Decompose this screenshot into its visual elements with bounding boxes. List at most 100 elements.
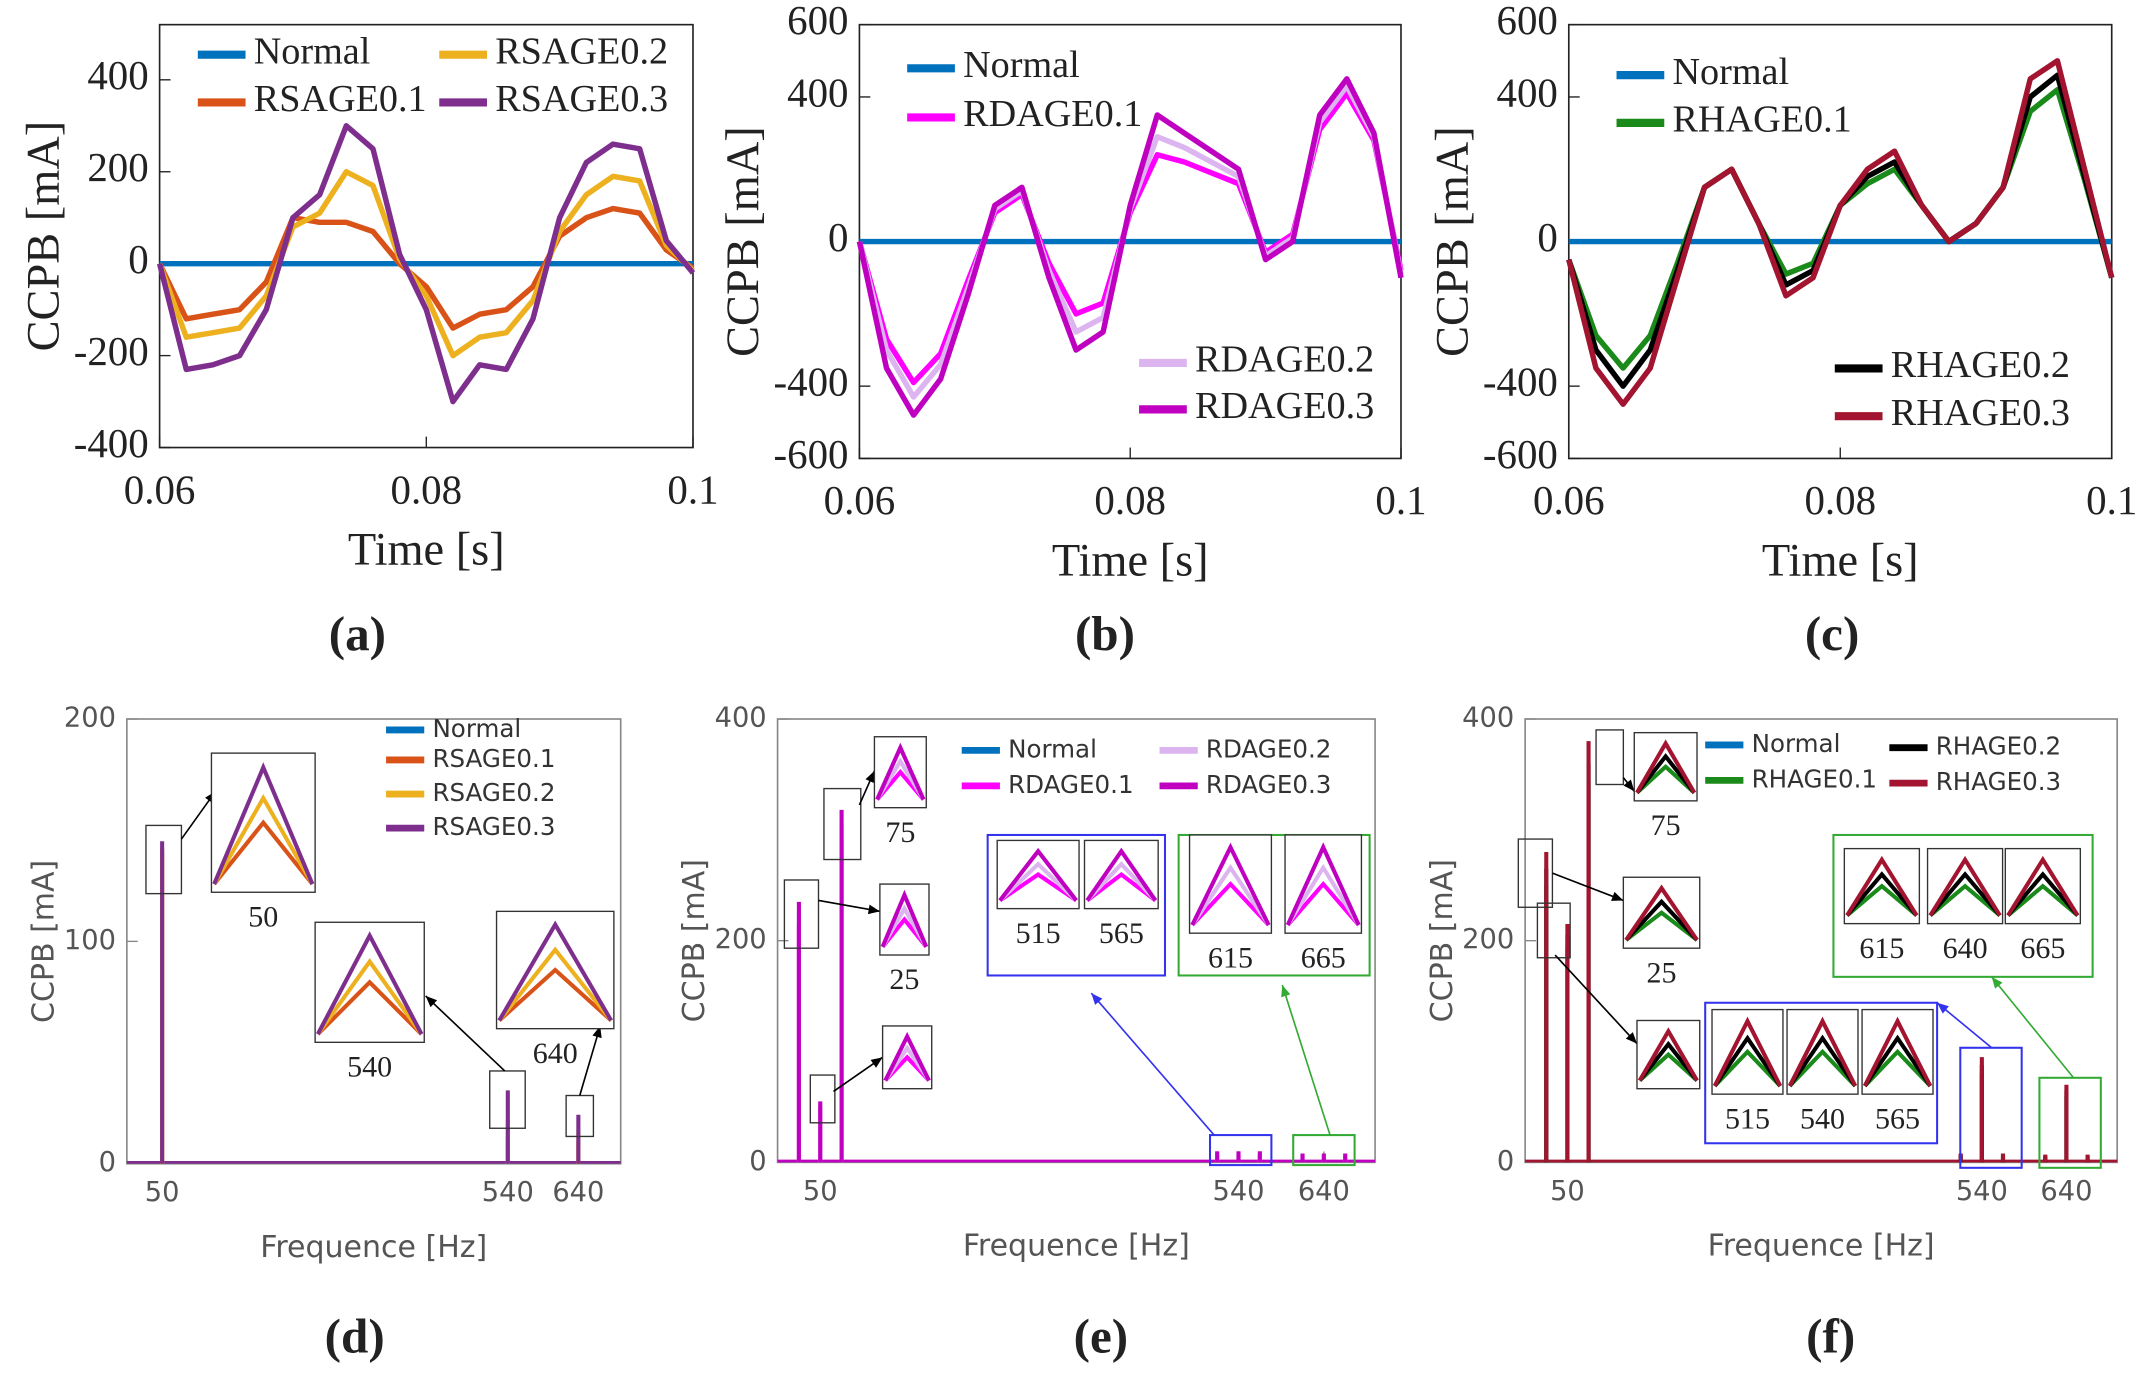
inset-curve: [1190, 864, 1271, 927]
arrow: [1552, 872, 1624, 902]
caption: (d): [325, 1308, 385, 1363]
inset-curve: [998, 861, 1078, 902]
y-tick-label: 200: [87, 145, 148, 190]
inset-label: 565: [1099, 917, 1144, 950]
inset-label: 25: [889, 963, 919, 996]
arrow-head: [1991, 976, 2003, 989]
arrow-head: [867, 904, 880, 915]
inset-curve: [1286, 863, 1361, 927]
caption: (e): [1074, 1308, 1129, 1363]
y-tick-label: 0: [828, 215, 848, 260]
inset-curve: [1624, 910, 1699, 942]
arrow: [1991, 976, 2075, 1079]
inset-curve: [998, 847, 1078, 902]
legend-label: RSAGE0.1: [432, 744, 555, 773]
inset-curve: [883, 1031, 931, 1082]
y-axis-label: CCPB [mA]: [718, 126, 769, 357]
inset-curve: [1637, 1027, 1699, 1082]
x-axis-label: Frequence [Hz]: [963, 1228, 1190, 1263]
x-tick-label: 540: [482, 1177, 534, 1208]
zoom-box: [809, 1074, 836, 1124]
inset-label: 75: [885, 816, 915, 849]
inset-label: 540: [1800, 1102, 1845, 1135]
x-tick-label: 0.1: [667, 467, 718, 512]
inset-curve: [1635, 753, 1696, 794]
legend-label: Normal: [963, 44, 1080, 86]
inset-curve: [497, 967, 613, 1023]
arrow-head: [425, 995, 438, 1008]
legend-label: RHAGE0.1: [1752, 764, 1877, 793]
y-axis-label: CCPB [mA]: [18, 121, 69, 352]
legend-label: RSAGE0.3: [495, 78, 668, 120]
legend-label: Normal: [432, 714, 521, 743]
x-axis-label: Frequence [Hz]: [260, 1230, 487, 1265]
y-tick-label: 0: [99, 1147, 116, 1178]
series-line: [856, 76, 1404, 418]
x-tick-label: 0.08: [391, 467, 463, 512]
inset-curve: [212, 794, 315, 886]
y-tick-label: 200: [715, 924, 767, 955]
x-tick-label: 50: [803, 1176, 838, 1207]
zoom-group: [1704, 1001, 1939, 1145]
x-axis-label: Time [s]: [348, 525, 505, 576]
inset-curve: [1085, 871, 1157, 903]
y-axis-label: CCPB [mA]: [27, 860, 62, 1023]
inset-curve: [1845, 883, 1918, 918]
arrow: [1554, 954, 1638, 1045]
inset-curve: [2006, 871, 2080, 917]
inset-label: 640: [1943, 932, 1988, 965]
inset-curve: [1286, 880, 1361, 927]
x-tick-label: 50: [145, 1177, 180, 1208]
inset-curve: [316, 931, 424, 1036]
x-tick-label: 0.08: [1804, 478, 1876, 523]
zoom-group: [1208, 1134, 1273, 1167]
legend-label: RDAGE0.3: [1206, 770, 1331, 799]
inset-curve: [1845, 871, 1919, 917]
x-axis-label: Time [s]: [1052, 536, 1209, 587]
x-tick-label: 540: [1212, 1176, 1264, 1207]
inset-curve: [1085, 861, 1157, 902]
inset-label: 565: [1875, 1102, 1920, 1135]
inset-curve: [1638, 1040, 1699, 1082]
inset-curve: [880, 889, 929, 948]
y-tick-label: 600: [1497, 0, 1558, 43]
series-line: [156, 123, 696, 405]
inset-curve: [2006, 855, 2080, 917]
inset-curve: [1862, 1016, 1933, 1087]
arrow-head: [1281, 985, 1291, 998]
inset-curve: [212, 819, 314, 886]
inset-curve: [1624, 884, 1699, 942]
series-line: [157, 169, 695, 359]
legend-label: RDAGE0.2: [1206, 734, 1331, 763]
x-tick-label: 0.08: [1094, 478, 1166, 523]
inset-curve: [1638, 1051, 1699, 1083]
x-tick-label: 50: [1550, 1176, 1585, 1207]
inset-label: 50: [248, 900, 278, 933]
inset-curve: [1928, 855, 2002, 917]
inset-label: 540: [347, 1050, 392, 1083]
inset-curve: [1845, 855, 1919, 917]
arrow-head: [1625, 1032, 1637, 1044]
x-tick-label: 0.06: [1533, 478, 1605, 523]
inset-curve: [1285, 842, 1361, 926]
caption: (b): [1075, 606, 1135, 661]
inset-curve: [212, 762, 315, 885]
inset-curve: [1928, 883, 2002, 918]
inset-label: 75: [1651, 809, 1681, 842]
y-tick-label: -600: [774, 432, 849, 477]
arrow: [1090, 992, 1215, 1136]
legend-label: RSAGE0.2: [432, 778, 555, 807]
y-axis-label: CCPB [mA]: [677, 859, 712, 1022]
caption: (c): [1805, 606, 1860, 661]
y-tick-label: -600: [1483, 432, 1558, 477]
zoom-box: [489, 1070, 526, 1129]
x-tick-label: 0.1: [2086, 478, 2137, 523]
legend-label: RDAGE0.3: [1195, 385, 1374, 427]
inset-label: 665: [2020, 932, 2065, 965]
y-tick-label: 0: [128, 237, 148, 282]
legend-label: Normal: [1008, 734, 1097, 763]
y-tick-label: 400: [87, 53, 148, 98]
y-tick-label: -400: [74, 421, 149, 466]
